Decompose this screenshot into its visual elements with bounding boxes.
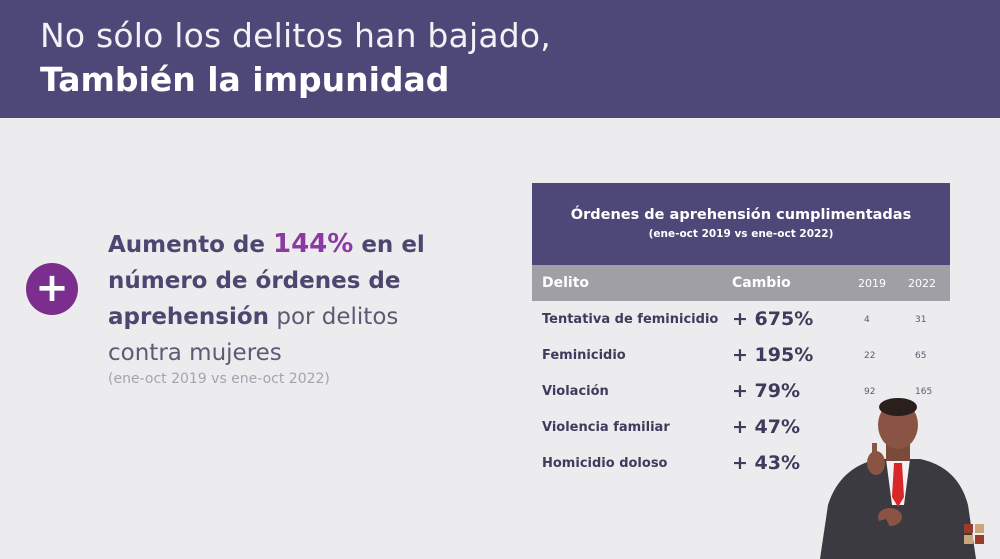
table-column-headers: Delito Cambio 2019 2022 (532, 265, 950, 301)
column-header-2022: 2022 (908, 277, 936, 290)
row-cambio: + 195% (732, 344, 814, 366)
row-2019: 22 (864, 351, 876, 361)
row-delito: Feminicidio (542, 348, 626, 363)
row-2019: 4 (864, 315, 870, 325)
column-header-delito: Delito (542, 275, 590, 291)
slide-header: No sólo los delitos han bajado, También … (0, 0, 1000, 118)
row-delito: Tentativa de feminicidio (542, 312, 719, 327)
stat-text: Aumento de 144% en el número de órdenes … (108, 226, 438, 371)
table-row: Violación + 79% 92 165 (532, 374, 950, 410)
column-header-cambio: Cambio (732, 275, 791, 291)
row-delito: Violencia familiar (542, 420, 670, 435)
row-delito: Violación (542, 384, 609, 399)
row-delito: Homicidio doloso (542, 456, 668, 471)
stat-part-3: por delitos contra mujeres (108, 304, 399, 366)
row-cambio: + 79% (732, 380, 801, 402)
row-cambio: + 675% (732, 308, 814, 330)
stat-note: (ene-oct 2019 vs ene-oct 2022) (108, 371, 330, 387)
table-title-block: Órdenes de aprehensión cumplimentadas (e… (532, 183, 950, 265)
title-line-2: También la impunidad (40, 60, 450, 99)
table-row: Homicidio doloso + 43% (532, 446, 950, 482)
arrest-orders-table: Órdenes de aprehensión cumplimentadas (e… (532, 183, 950, 483)
row-2022: 65 (915, 351, 927, 361)
stat-percentage: 144% (273, 229, 354, 259)
stat-part-2: en el número de órdenes de aprehensión (108, 232, 425, 330)
row-cambio: + 47% (732, 416, 801, 438)
table-row: Violencia familiar + 47% (532, 410, 950, 446)
table-subtitle: (ene-oct 2019 vs ene-oct 2022) (648, 228, 834, 240)
interpreter-figure (820, 398, 976, 559)
sign-language-interpreter (790, 385, 1000, 559)
table-row: Feminicidio + 195% 22 65 (532, 338, 950, 374)
row-2022: 165 (915, 387, 933, 397)
table-row: Tentativa de feminicidio + 675% 4 31 (532, 302, 950, 338)
stat-part-1: Aumento de (108, 232, 273, 258)
row-2022: 31 (915, 315, 927, 325)
column-header-2019: 2019 (858, 277, 886, 290)
title-line-1: No sólo los delitos han bajado, (40, 16, 551, 55)
government-logo-icon (962, 522, 986, 546)
plus-icon: + (26, 263, 78, 315)
row-2019: 92 (864, 387, 876, 397)
table-title: Órdenes de aprehensión cumplimentadas (570, 207, 912, 223)
row-cambio: + 43% (732, 452, 801, 474)
